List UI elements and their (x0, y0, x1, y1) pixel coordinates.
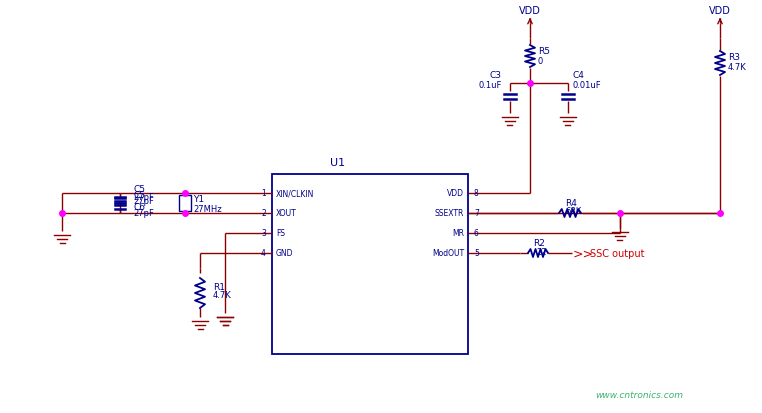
Text: 27pF: 27pF (133, 197, 154, 206)
Text: 3: 3 (261, 229, 266, 238)
Text: 27pF: 27pF (133, 193, 154, 202)
Text: >>: >> (573, 247, 594, 260)
Text: R4: R4 (565, 199, 577, 208)
Text: 4.7K: 4.7K (213, 290, 232, 299)
Text: 0.1uF: 0.1uF (479, 81, 502, 90)
Text: 68K: 68K (565, 207, 581, 216)
Text: VDD: VDD (447, 189, 464, 198)
Text: C5: C5 (133, 190, 145, 199)
Text: C5: C5 (133, 184, 145, 193)
Text: FS: FS (276, 229, 285, 238)
Text: 22: 22 (536, 248, 546, 257)
Text: MR: MR (452, 229, 464, 238)
Text: SSEXTR: SSEXTR (434, 209, 464, 218)
Text: R3: R3 (728, 53, 740, 62)
Text: 4: 4 (261, 249, 266, 258)
Text: U1: U1 (330, 158, 345, 168)
Text: C6: C6 (133, 202, 145, 211)
Text: VDD: VDD (709, 6, 731, 16)
Text: 27pF: 27pF (133, 209, 154, 218)
Text: C4: C4 (573, 71, 585, 80)
Text: XIN/CLKIN: XIN/CLKIN (276, 189, 315, 198)
Text: 7: 7 (474, 209, 479, 218)
Text: 8: 8 (474, 189, 479, 198)
Bar (179, 195, 191, 211)
Text: 5: 5 (474, 249, 479, 258)
Text: R2: R2 (533, 239, 545, 248)
Text: 4.7K: 4.7K (728, 63, 747, 72)
Text: R5: R5 (538, 47, 550, 56)
Text: R1: R1 (213, 282, 225, 291)
Text: 0: 0 (538, 56, 543, 65)
Text: 1: 1 (261, 189, 266, 198)
Text: XOUT: XOUT (276, 209, 296, 218)
Text: 27MHz: 27MHz (193, 204, 222, 213)
Text: 2: 2 (261, 209, 266, 218)
Text: 0.01uF: 0.01uF (573, 81, 602, 90)
Text: 6: 6 (474, 229, 479, 238)
Text: www.cntronics.com: www.cntronics.com (595, 391, 683, 399)
Text: SSC output: SSC output (590, 248, 645, 259)
Text: GND: GND (276, 249, 293, 258)
Text: ModOUT: ModOUT (432, 249, 464, 258)
Text: Y1: Y1 (193, 194, 204, 203)
Text: VDD: VDD (519, 6, 541, 16)
Bar (272, 175, 468, 354)
Text: C3: C3 (490, 71, 502, 80)
